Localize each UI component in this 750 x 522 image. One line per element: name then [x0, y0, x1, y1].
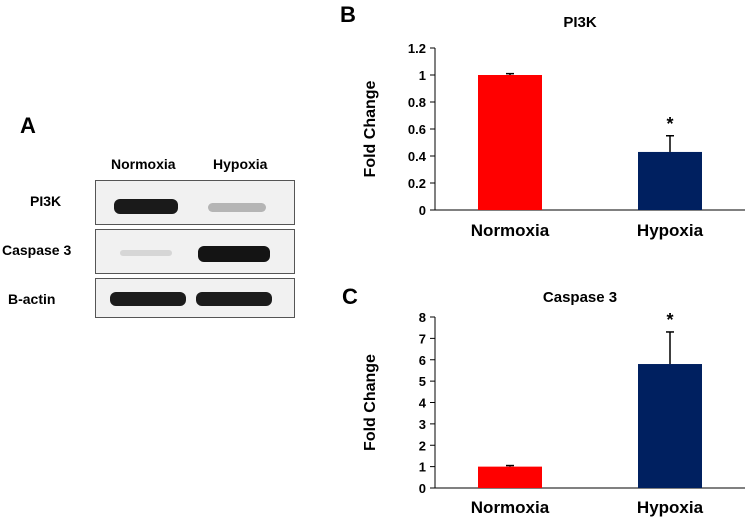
y-tick-label: 3	[419, 417, 426, 432]
significance-marker: *	[666, 310, 673, 330]
lane-label-hypoxia: Hypoxia	[213, 156, 268, 172]
y-axis-label: Fold Change	[362, 354, 379, 451]
y-tick-label: 0	[419, 203, 426, 218]
chart-c-caspase3: C Caspase 3 Fold Change 0 1 2 3 4 5 6 7 8 Normoxia * H…	[342, 284, 745, 517]
y-tick-label: 1	[419, 460, 426, 475]
bar-normoxia	[478, 466, 542, 488]
blot-strip-caspase3	[95, 229, 295, 274]
panel-a-letter: A	[20, 113, 36, 138]
y-tick-label: 0	[419, 481, 426, 496]
x-category-label: Normoxia	[471, 498, 550, 517]
blot-row-label-pi3k: PI3K	[30, 193, 62, 209]
band-caspase3-normoxia	[120, 250, 172, 256]
panel-letter: C	[342, 284, 358, 309]
band-pi3k-hypoxia	[208, 203, 266, 212]
blot-strip-bactin	[95, 278, 295, 318]
band-caspase3-hypoxia	[198, 246, 270, 262]
y-tick-label: 2	[419, 438, 426, 453]
bar-hypoxia	[638, 151, 702, 210]
y-tick-label: 1.2	[408, 41, 426, 56]
y-tick-label: 6	[419, 353, 426, 368]
y-tick-label: 0.6	[408, 122, 426, 137]
x-category-label: Hypoxia	[637, 221, 704, 240]
y-tick-label: 4	[419, 396, 427, 411]
chart-b-pi3k: B PI3K Fold Change 0 0.2 0.4 0.6 0.8 1 1.2 Normoxi…	[340, 2, 745, 240]
blot-row-label-bactin: B-actin	[8, 291, 56, 307]
y-tick-label: 1	[419, 68, 426, 83]
y-tick-label: 5	[419, 374, 426, 389]
significance-marker: *	[666, 114, 673, 134]
band-pi3k-normoxia	[114, 199, 178, 214]
y-tick-label: 7	[419, 331, 426, 346]
y-tick-label: 8	[419, 310, 426, 325]
bar-normoxia	[478, 75, 542, 210]
y-tick-label: 0.4	[408, 149, 427, 164]
y-axis-label: Fold Change	[362, 80, 379, 177]
band-bactin-normoxia	[110, 292, 186, 306]
bar-hypoxia	[638, 364, 702, 488]
chart-title: PI3K	[563, 14, 597, 31]
blot-row-label-caspase3: Caspase 3	[2, 242, 72, 258]
y-tick-label: 0.8	[408, 95, 426, 110]
blot-strip-pi3k	[95, 180, 295, 225]
x-category-label: Hypoxia	[637, 498, 704, 517]
lane-label-normoxia: Normoxia	[111, 156, 176, 172]
x-category-label: Normoxia	[471, 221, 550, 240]
panel-letter: B	[340, 2, 356, 27]
band-bactin-hypoxia	[196, 292, 272, 306]
chart-title: Caspase 3	[543, 289, 617, 306]
y-tick-label: 0.2	[408, 176, 426, 191]
